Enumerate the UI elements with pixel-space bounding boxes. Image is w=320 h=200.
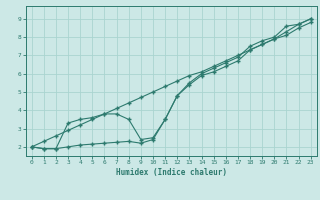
X-axis label: Humidex (Indice chaleur): Humidex (Indice chaleur) (116, 168, 227, 177)
